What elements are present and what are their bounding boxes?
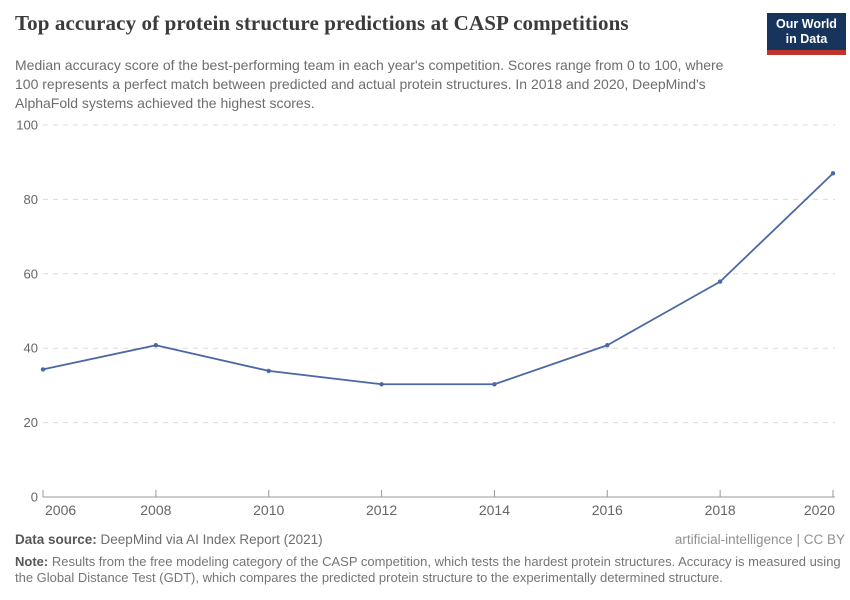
data-source-label: Data source:: [15, 532, 97, 547]
x-tick-label: 2006: [45, 502, 76, 518]
y-tick-label: 20: [24, 415, 38, 430]
x-tick-label: 2018: [705, 502, 736, 518]
owid-logo-line1: Our World: [776, 17, 837, 31]
data-point[interactable]: [40, 367, 46, 372]
y-tick-label: 0: [31, 490, 38, 505]
note-text: Results from the free modeling category …: [15, 554, 841, 585]
owid-logo-line2: in Data: [785, 32, 828, 46]
y-tick-label: 60: [24, 266, 38, 281]
chart-title: Top accuracy of protein structure predic…: [15, 11, 629, 35]
note-label: Note:: [15, 554, 49, 569]
x-tick-label: 2008: [140, 502, 171, 518]
x-tick-label: 2016: [592, 502, 623, 518]
attribution: artificial-intelligence | CC BY: [674, 532, 845, 547]
data-line: [42, 172, 834, 386]
data-point[interactable]: [492, 382, 497, 387]
data-source: Data source: DeepMind via AI Index Repor…: [15, 532, 323, 547]
footer-note: Note: Results from the free modeling cat…: [15, 554, 847, 585]
data-point[interactable]: [266, 368, 271, 374]
x-tick-label: 2010: [253, 502, 284, 518]
y-tick-label: 40: [24, 341, 38, 356]
chart-subtitle: Median accuracy score of the best-perfor…: [15, 57, 724, 111]
y-tick-label: 80: [24, 192, 38, 207]
owid-logo: Our World in Data: [767, 13, 846, 55]
data-point[interactable]: [830, 171, 836, 176]
x-tick-label: 2014: [479, 502, 510, 518]
data-point[interactable]: [605, 343, 610, 348]
data-point[interactable]: [153, 343, 159, 348]
x-tick-label: 2020: [804, 502, 835, 518]
footer-source-row: Data source: DeepMind via AI Index Repor…: [15, 532, 845, 547]
line-chart[interactable]: 0 20 40 60 80 100 2006 2008 2010 2012 2014 2016 2018…: [0, 110, 850, 522]
data-point[interactable]: [379, 382, 384, 387]
data-source-value: DeepMind via AI Index Report (2021): [100, 532, 323, 547]
x-tick-label: 2012: [366, 502, 397, 518]
data-point[interactable]: [717, 279, 723, 284]
y-tick-label: 100: [16, 118, 38, 133]
